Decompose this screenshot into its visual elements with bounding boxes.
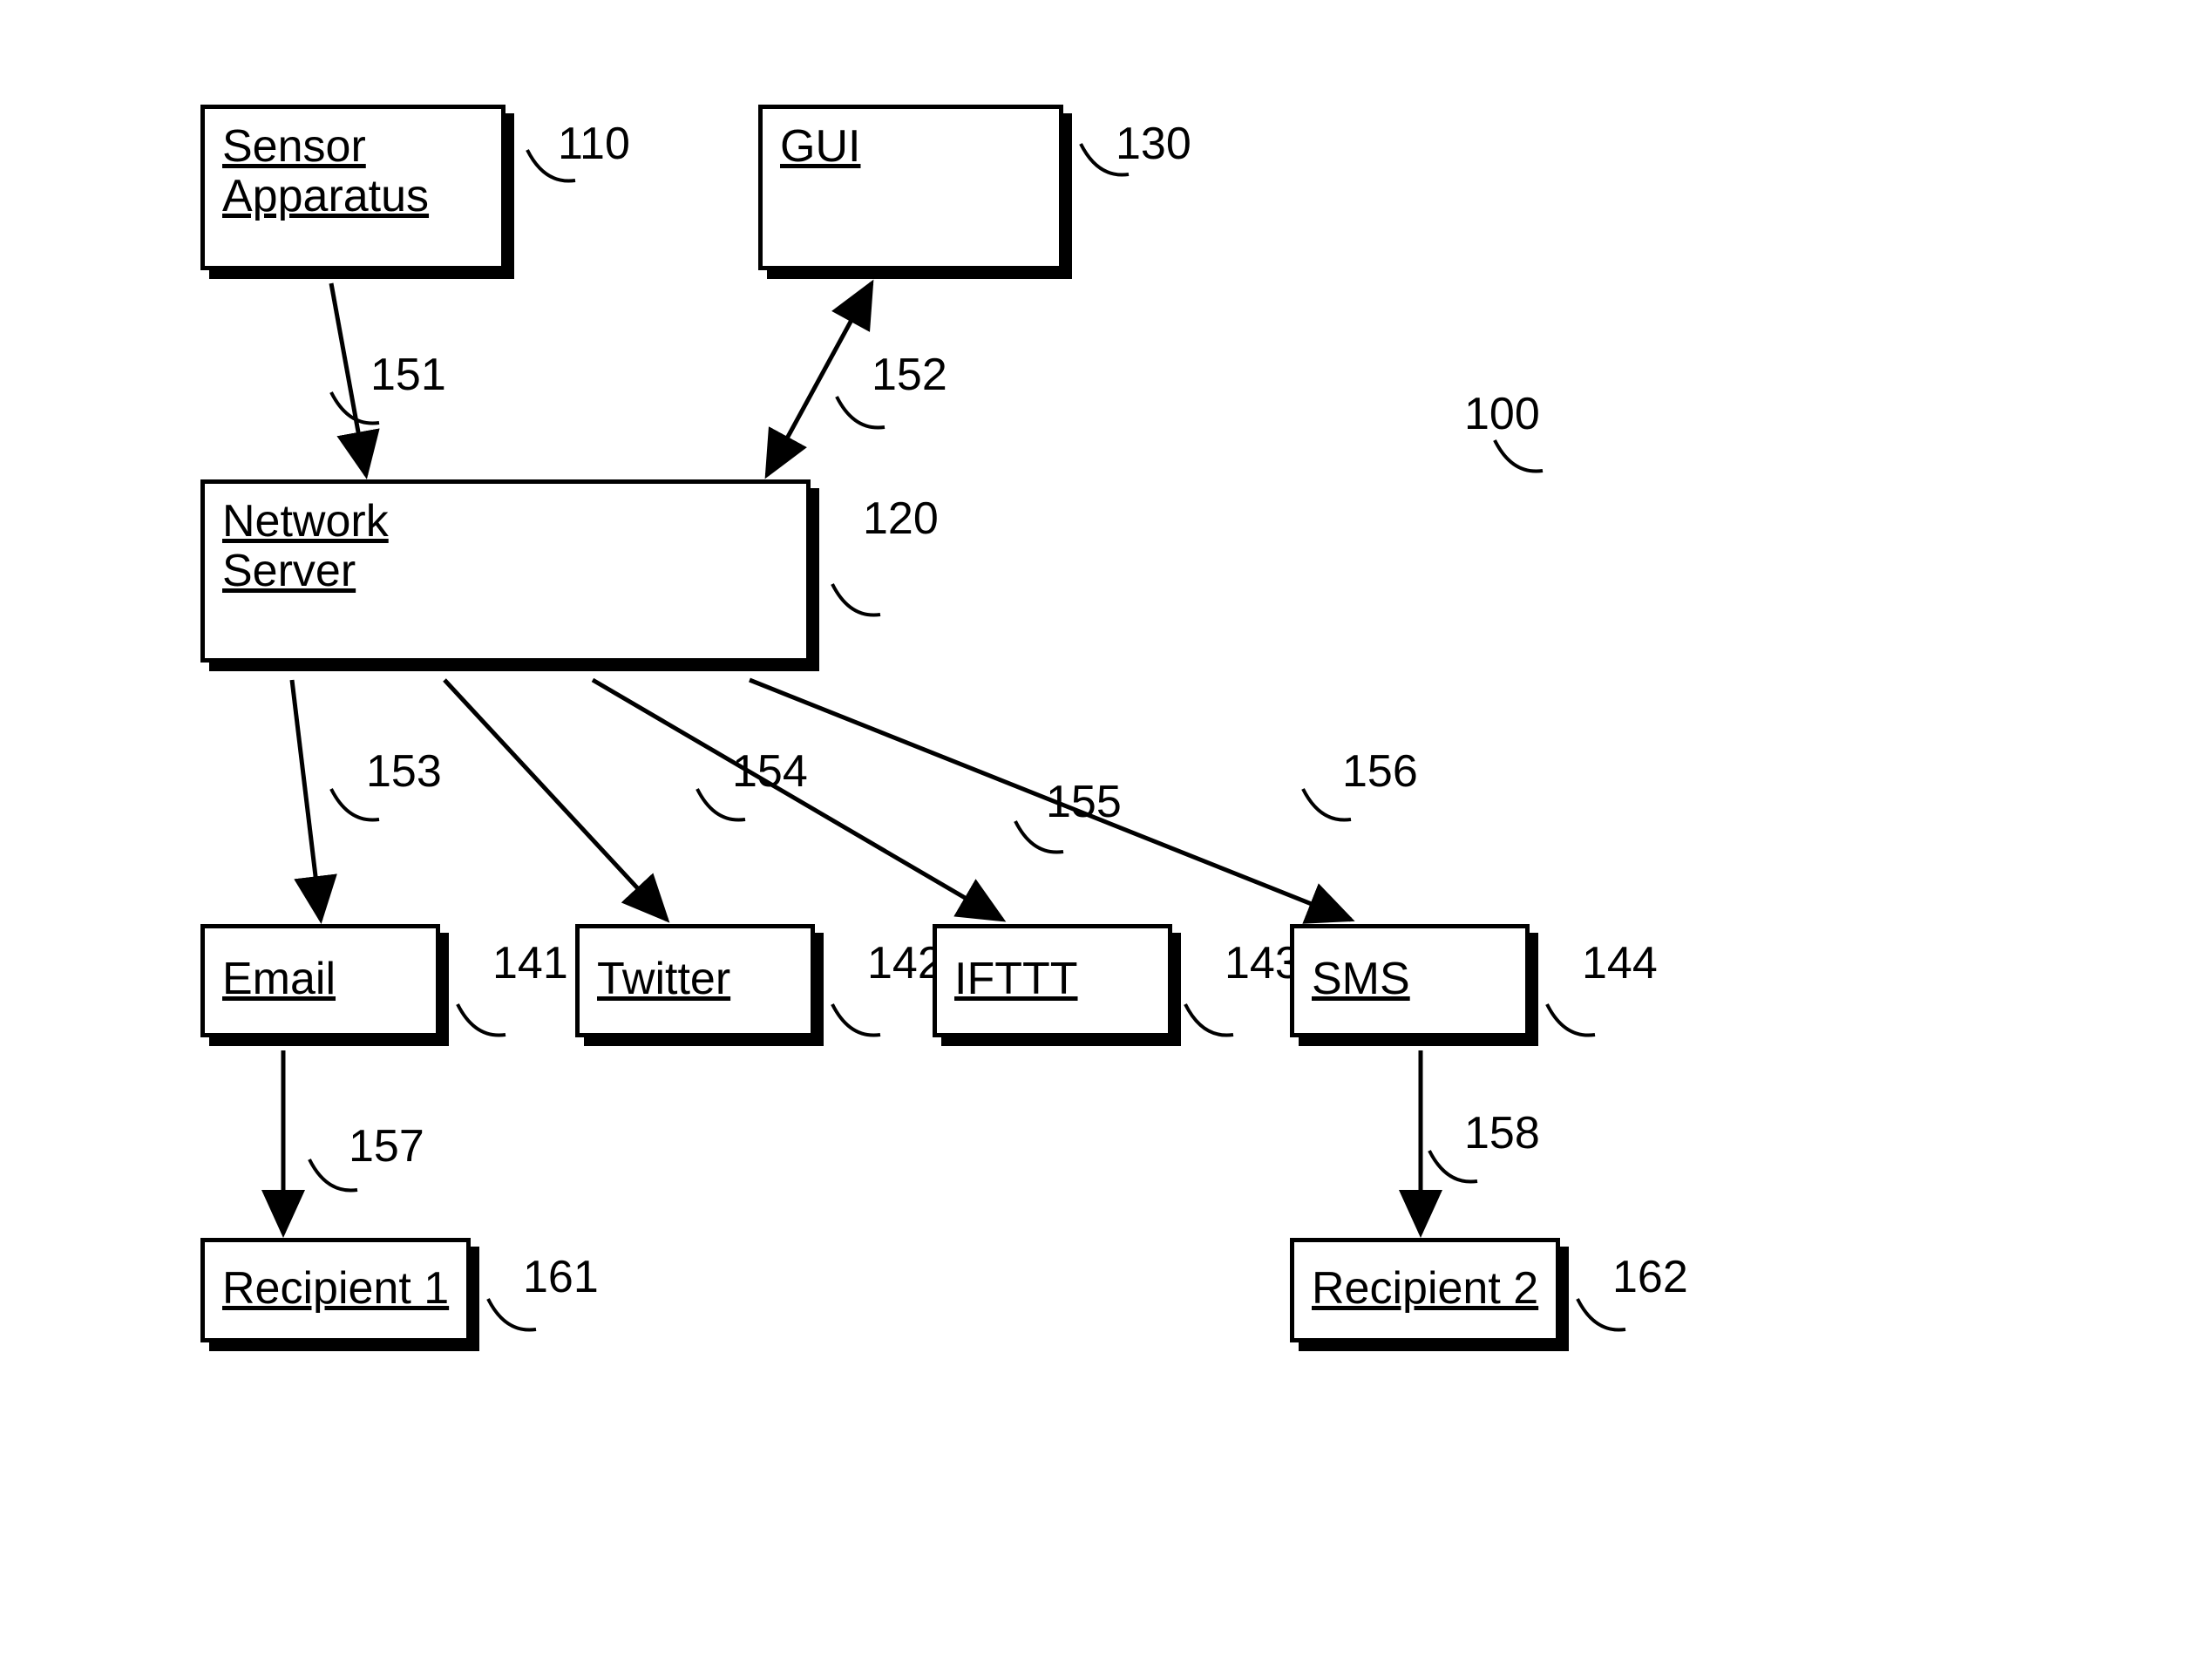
node-sensor-label: Sensor Apparatus — [222, 122, 429, 221]
ref-recipient1: 161 — [523, 1251, 599, 1303]
node-twitter: Twitter — [575, 924, 815, 1037]
node-gui-label: GUI — [780, 122, 860, 172]
ref-system: 100 — [1464, 388, 1540, 440]
node-email-label: Email — [222, 955, 336, 1004]
edge-label-153: 153 — [366, 745, 442, 798]
node-sms: SMS — [1290, 924, 1530, 1037]
edge-label-152: 152 — [872, 349, 947, 401]
connectors-layer — [174, 87, 2005, 1578]
ref-sms: 144 — [1582, 937, 1658, 989]
node-email: Email — [200, 924, 440, 1037]
node-ifttt-label: IFTTT — [954, 955, 1078, 1004]
edge-label-155: 155 — [1046, 776, 1122, 828]
node-sensor: Sensor Apparatus — [200, 105, 506, 270]
ref-ifttt: 143 — [1225, 937, 1300, 989]
ref-sensor: 110 — [558, 118, 630, 170]
node-recipient2-label: Recipient 2 — [1312, 1264, 1538, 1314]
node-ifttt: IFTTT — [933, 924, 1172, 1037]
ref-recipient2: 162 — [1612, 1251, 1688, 1303]
edge-label-157: 157 — [349, 1120, 424, 1172]
node-sms-label: SMS — [1312, 955, 1410, 1004]
node-recipient2: Recipient 2 — [1290, 1238, 1560, 1342]
system-diagram: Sensor Apparatus 110 GUI 130 Network Ser… — [174, 87, 2005, 1578]
ref-email: 141 — [492, 937, 568, 989]
node-gui: GUI — [758, 105, 1063, 270]
edge-label-151: 151 — [370, 349, 446, 401]
node-recipient1: Recipient 1 — [200, 1238, 471, 1342]
ref-server: 120 — [863, 493, 939, 545]
node-twitter-label: Twitter — [597, 955, 730, 1004]
edge-label-156: 156 — [1342, 745, 1418, 798]
edge-label-154: 154 — [732, 745, 808, 798]
node-server: Network Server — [200, 479, 811, 663]
ref-gui: 130 — [1116, 118, 1191, 170]
ref-twitter: 142 — [867, 937, 943, 989]
edge-label-158: 158 — [1464, 1107, 1540, 1159]
node-server-label: Network Server — [222, 497, 389, 596]
node-recipient1-label: Recipient 1 — [222, 1264, 449, 1314]
